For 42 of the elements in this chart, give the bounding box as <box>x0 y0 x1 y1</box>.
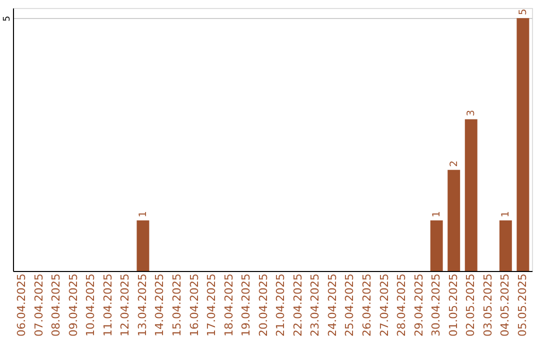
x-tick-label: 09.04.2025 <box>66 274 80 336</box>
data-label: 1 <box>432 211 443 218</box>
x-tick-label: 24.04.2025 <box>326 274 339 336</box>
x-tick-label: 12.04.2025 <box>118 274 132 336</box>
bar <box>430 220 443 271</box>
x-tick-label: 08.04.2025 <box>50 274 63 336</box>
data-label: 1 <box>500 211 512 218</box>
data-label: 3 <box>466 110 478 116</box>
x-tick-label: 25.04.2025 <box>343 274 356 336</box>
x-tick-label: 02.05.2025 <box>464 274 478 336</box>
x-tick-label: 27.04.2025 <box>378 274 391 336</box>
x-tick-label: 19.04.2025 <box>240 274 253 336</box>
x-tick-label: 10.04.2025 <box>84 274 98 336</box>
x-tick-label: 23.04.2025 <box>308 274 322 336</box>
x-tick-label: 28.04.2025 <box>395 274 408 336</box>
bar <box>464 119 478 271</box>
x-tick-label: 01.05.2025 <box>446 274 460 336</box>
data-label: 1 <box>138 211 149 218</box>
x-tick-label: 16.04.2025 <box>188 274 201 336</box>
x-tick-label: 18.04.2025 <box>222 274 236 336</box>
x-tick-label: 30.04.2025 <box>430 274 443 336</box>
data-label: 2 <box>448 160 460 167</box>
x-tick-label: 17.04.2025 <box>205 274 218 336</box>
bar <box>136 220 150 271</box>
x-tick-label: 21.04.2025 <box>274 274 288 336</box>
bar <box>448 170 460 271</box>
x-tick-label: 29.04.2025 <box>412 274 426 336</box>
x-tick-label: 20.04.2025 <box>256 274 270 336</box>
x-tick-label: 11.04.2025 <box>101 274 114 336</box>
x-tick-label: 22.04.2025 <box>291 274 304 336</box>
x-tick-label: 07.04.2025 <box>32 274 46 336</box>
x-tick-label: 26.04.2025 <box>360 274 374 336</box>
x-tick-label: 15.04.2025 <box>170 274 184 336</box>
x-tick-label: 03.05.2025 <box>481 274 494 336</box>
x-tick-label: 06.04.2025 <box>15 274 28 336</box>
bar <box>499 220 512 271</box>
x-tick-label: 05.05.2025 <box>516 274 529 336</box>
data-label: 5 <box>518 8 529 16</box>
bar <box>516 18 530 271</box>
x-tick-label: 14.04.2025 <box>153 274 166 336</box>
x-tick-label: 13.04.2025 <box>136 274 149 336</box>
x-tick-label: 04.05.2025 <box>498 274 512 336</box>
